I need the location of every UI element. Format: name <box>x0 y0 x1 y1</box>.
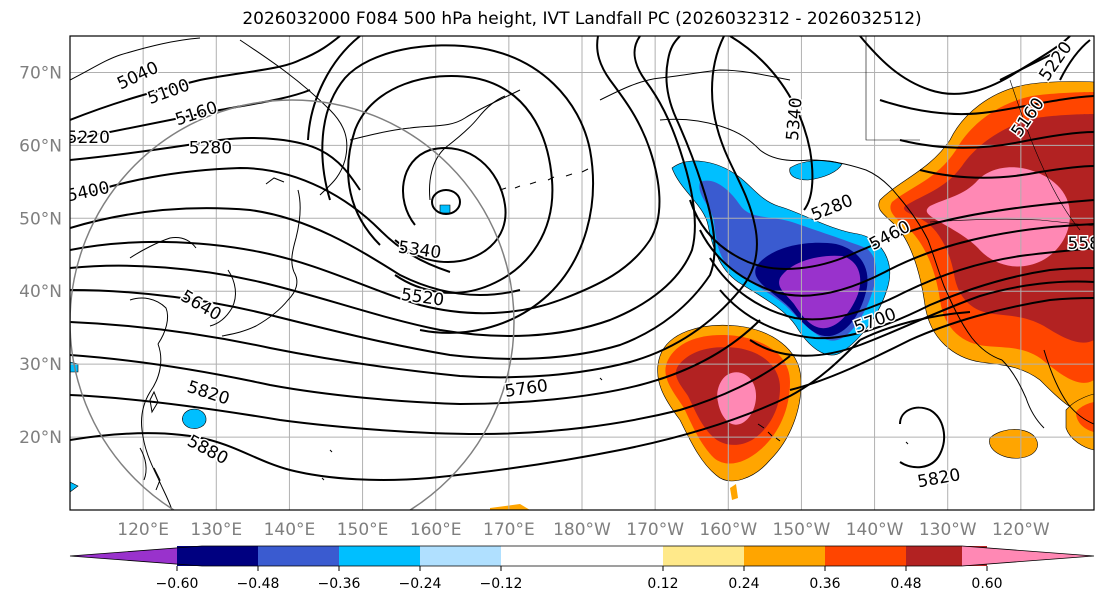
colorbar-tick-label: 0.12 <box>647 576 678 592</box>
lon-label: 150°W <box>773 520 831 540</box>
ivt-anomaly-negative <box>70 481 79 493</box>
colorbar-tick-label: −0.24 <box>399 576 442 592</box>
ivt-anomaly-negative <box>789 160 843 181</box>
colorbar-tick-label: 0.48 <box>890 576 921 592</box>
contour-label: 5340 <box>783 97 807 142</box>
map-title: 2026032000 F084 500 hPa height, IVT Land… <box>242 9 922 29</box>
contour-label: 5280 <box>189 138 232 158</box>
contour-label: 5220 <box>67 128 110 148</box>
lon-label: 140°W <box>846 520 904 540</box>
contour-label: 558 <box>1068 234 1100 254</box>
map-frame <box>69 35 1095 511</box>
longitude-labels: 120°E 130°E 140°E 150°E 160°E 170°E 180°W 170°W… <box>117 520 1050 540</box>
contour-label: 5520 <box>400 285 446 311</box>
lon-label: 120°W <box>992 520 1050 540</box>
colorbar-band <box>501 546 663 566</box>
lon-label: 130°E <box>190 520 242 540</box>
lon-label: 180°W <box>553 520 611 540</box>
colorbar-over-extension <box>962 546 1094 566</box>
colorbar-band <box>744 546 825 566</box>
lat-label: 40°N <box>19 282 62 302</box>
latitude-labels: 70°N 60°N 50°N 40°N 30°N 20°N <box>19 63 62 448</box>
colorbar-tick-label: −0.48 <box>237 576 280 592</box>
colorbar: −0.60 −0.48 −0.36 −0.24 −0.12 0.12 0.24 0.36 0.4… <box>69 545 1095 592</box>
ivt-anomaly-positive <box>926 167 1070 267</box>
colorbar-band <box>258 546 339 566</box>
colorbar-band <box>663 546 744 566</box>
lon-label: 120°E <box>117 520 169 540</box>
coastlines <box>70 36 1094 510</box>
colorbar-band <box>177 546 258 566</box>
height-contours <box>70 36 1094 481</box>
lon-label: 140°E <box>264 520 316 540</box>
ivt-anomaly-negative <box>182 408 207 429</box>
ivt-anomaly-positive <box>490 504 530 510</box>
lon-label: 150°E <box>337 520 389 540</box>
ivt-anomaly-negative <box>439 204 451 214</box>
ivt-anomaly-negative <box>779 255 861 329</box>
ivt-anomaly-positive <box>1076 402 1094 432</box>
colorbar-tick-label: 0.24 <box>728 576 759 592</box>
colorbar-tick-label: −0.12 <box>480 576 523 592</box>
colorbar-outline <box>69 545 1095 567</box>
colorbar-tick-label: −0.60 <box>156 576 199 592</box>
lat-label: 20°N <box>19 428 62 448</box>
colorbar-tick-label: 0.60 <box>971 576 1002 592</box>
lat-label: 70°N <box>19 63 62 83</box>
lat-label: 60°N <box>19 136 62 156</box>
lon-label: 130°W <box>919 520 977 540</box>
lon-label: 170°W <box>626 520 684 540</box>
great-circle-range <box>70 99 515 510</box>
colorbar-band <box>339 546 420 566</box>
lat-label: 30°N <box>19 355 62 375</box>
lon-label: 160°E <box>410 520 462 540</box>
ivt-anomaly-positive <box>730 484 738 500</box>
lat-label: 50°N <box>19 209 62 229</box>
colorbar-under-extension <box>70 546 202 566</box>
colorbar-band <box>825 546 906 566</box>
colorbar-tick-label: 0.36 <box>809 576 840 592</box>
lon-label: 160°W <box>699 520 757 540</box>
ivt-anomaly-positive <box>717 372 757 425</box>
colorbar-band <box>420 546 501 566</box>
colorbar-tick-label: −0.36 <box>318 576 361 592</box>
lon-label: 170°E <box>483 520 535 540</box>
